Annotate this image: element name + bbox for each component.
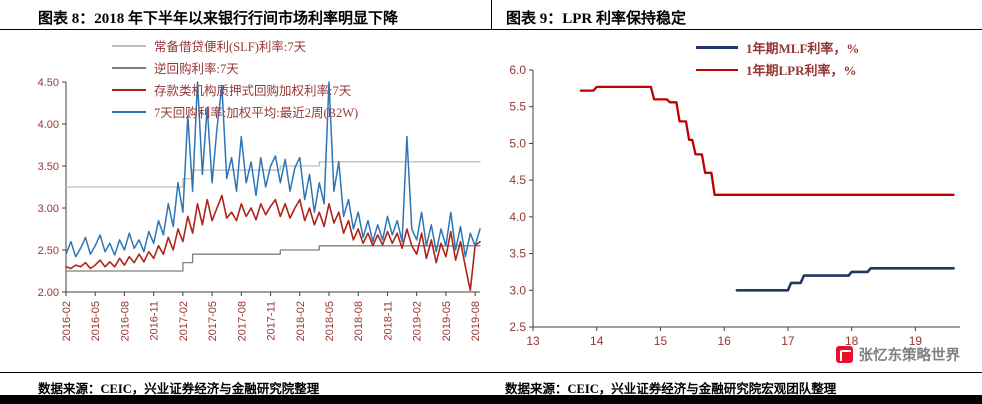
y-tick-label: 3.00 <box>38 203 59 215</box>
x-tick-label: 2017-05 <box>207 301 219 341</box>
y-tick-label: 3.50 <box>38 161 59 173</box>
chart8-title: 图表 8：2018 年下半年以来银行行间市场利率明显下降 <box>0 0 491 29</box>
watermark-logo-icon <box>835 346 853 363</box>
x-tick-label: 2016-08 <box>119 301 131 341</box>
y-tick-label: 4.0 <box>509 210 526 224</box>
y-tick-label: 5.5 <box>509 100 526 114</box>
x-tick-label: 2016-02 <box>61 301 73 341</box>
figure-titles-row: 图表 8：2018 年下半年以来银行行间市场利率明显下降 图表 9：LPR 利率… <box>0 0 982 30</box>
y-tick-label: 3.0 <box>509 283 526 297</box>
x-tick-label: 2019-05 <box>441 301 453 341</box>
series-line <box>65 194 481 292</box>
watermark: 张忆东策略世界 <box>835 344 961 365</box>
x-tick-label: 2018-08 <box>353 301 365 341</box>
x-tick-label: 2018-11 <box>382 301 394 341</box>
x-tick-label: 15 <box>654 334 668 348</box>
x-tick-label: 17 <box>781 334 795 348</box>
chart9-title-text: 图表 9：LPR 利率保持稳定 <box>506 11 687 27</box>
lpr-mlf-line-chart: 2.5 3.0 3.5 4.0 4.5 5.0 5.5 6.0 13 14 15 16 17 18 19 <box>509 63 960 348</box>
series-line <box>65 245 481 272</box>
x-tick-label: 19 <box>909 334 923 348</box>
y-tick-label: 2.50 <box>38 245 59 257</box>
y-tick-label: 2.5 <box>509 320 526 334</box>
series-line <box>65 161 481 188</box>
y-tick-label: 4.50 <box>38 77 59 89</box>
series-line <box>65 81 481 258</box>
bottom-black-bar <box>0 395 982 404</box>
y-tick-label: 4.5 <box>509 173 526 187</box>
charts-row: 常备借贷便利(SLF)利率:7天 逆回购利率:7天 存款类机构质押式回购加权利率:7… <box>0 30 982 372</box>
x-tick-label: 2017-11 <box>266 301 278 341</box>
x-tick-label: 2017-08 <box>236 301 248 341</box>
sources-row: 数据来源：CEIC，兴业证券经济与金融研究院整理 数据来源：CEIC，兴业证券经… <box>0 372 982 395</box>
x-tick-label: 14 <box>590 334 604 348</box>
y-tick-label: 5.0 <box>509 136 526 150</box>
series-line <box>735 267 955 292</box>
interbank-rates-line-chart: 2.00 2.50 3.00 3.50 4.00 4.50 2016-02 2016-05 20… <box>38 77 483 341</box>
x-tick-label: 13 <box>526 334 540 348</box>
chart8-title-text: 图表 8：2018 年下半年以来银行行间市场利率明显下降 <box>38 11 399 27</box>
x-tick-label: 18 <box>845 334 859 348</box>
x-tick-label: 2019-02 <box>412 301 424 341</box>
x-tick-label: 2016-05 <box>90 301 102 341</box>
y-tick-label: 2.00 <box>38 287 59 299</box>
x-tick-label: 16 <box>718 334 732 348</box>
y-tick-label: 3.5 <box>509 247 526 261</box>
x-tick-label: 2016-11 <box>149 301 161 341</box>
chart8-panel: 常备借贷便利(SLF)利率:7天 逆回购利率:7天 存款类机构质押式回购加权利率:7… <box>0 30 491 372</box>
series-line <box>579 85 955 196</box>
chart9-panel: 1年期MLF利率，% 1年期LPR利率，% 2.5 3.0 3.5 4.0 4.5 5.0 5… <box>491 30 982 372</box>
x-tick-label: 2017-02 <box>178 301 190 341</box>
y-tick-label: 6.0 <box>509 63 526 77</box>
x-tick-label: 2018-02 <box>295 301 307 341</box>
chart9-source-note: 数据来源：CEIC，兴业证券经济与金融研究院宏观团队整理 <box>505 382 837 395</box>
watermark-text: 张忆东策略世界 <box>858 348 961 364</box>
chart9-title: 图表 9：LPR 利率保持稳定 <box>491 0 982 29</box>
chart8-source-note: 数据来源：CEIC，兴业证券经济与金融研究院整理 <box>38 382 320 395</box>
x-tick-label: 2018-05 <box>324 301 336 341</box>
x-tick-label: 2019-08 <box>470 301 482 341</box>
y-tick-label: 4.00 <box>38 119 59 131</box>
